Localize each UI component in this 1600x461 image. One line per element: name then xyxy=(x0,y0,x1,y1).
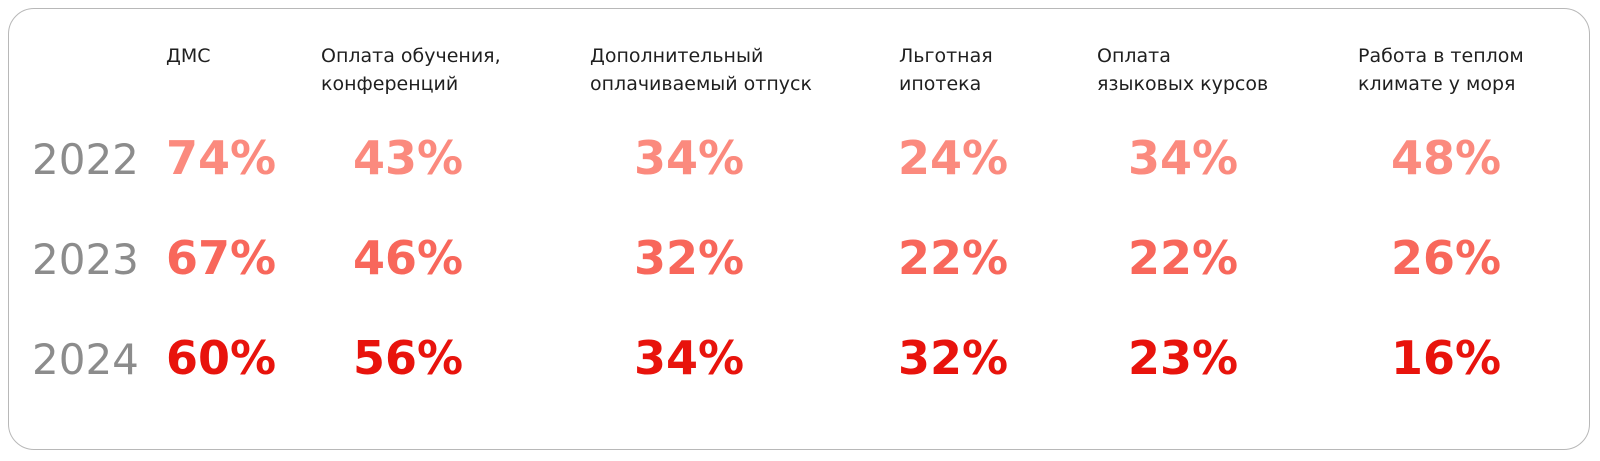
column-header-6: Работа в теплом климате у моря xyxy=(1358,45,1524,95)
column-header-4: Льготная ипотека xyxy=(899,45,993,95)
value-cell-2022-col1: 74% xyxy=(166,131,277,185)
value-cell-2023-col3: 32% xyxy=(634,231,745,285)
value-cell-2022-col2: 43% xyxy=(353,131,464,185)
column-header-5: Оплата языковых курсов xyxy=(1097,45,1269,95)
value-cell-2022-col6: 48% xyxy=(1391,131,1502,185)
value-cell-2022-col3: 34% xyxy=(634,131,745,185)
column-header-3: Дополнительный оплачиваемый отпуск xyxy=(590,45,812,95)
value-cell-2024-col6: 16% xyxy=(1391,331,1502,385)
value-cell-2022-col5: 34% xyxy=(1128,131,1239,185)
value-cell-2024-col4: 32% xyxy=(898,331,1009,385)
column-header-2: Оплата обучения, конференций xyxy=(321,45,501,95)
value-cell-2023-col1: 67% xyxy=(166,231,277,285)
benefits-table-card xyxy=(8,8,1590,450)
value-cell-2024-col1: 60% xyxy=(166,331,277,385)
value-cell-2024-col5: 23% xyxy=(1128,331,1239,385)
column-header-1: ДМС xyxy=(166,45,211,67)
value-cell-2023-col4: 22% xyxy=(898,231,1009,285)
value-cell-2022-col4: 24% xyxy=(898,131,1009,185)
value-cell-2023-col2: 46% xyxy=(353,231,464,285)
year-label-2024: 2024 xyxy=(32,335,139,384)
value-cell-2023-col6: 26% xyxy=(1391,231,1502,285)
value-cell-2024-col2: 56% xyxy=(353,331,464,385)
year-label-2022: 2022 xyxy=(32,135,139,184)
year-label-2023: 2023 xyxy=(32,235,139,284)
value-cell-2024-col3: 34% xyxy=(634,331,745,385)
value-cell-2023-col5: 22% xyxy=(1128,231,1239,285)
